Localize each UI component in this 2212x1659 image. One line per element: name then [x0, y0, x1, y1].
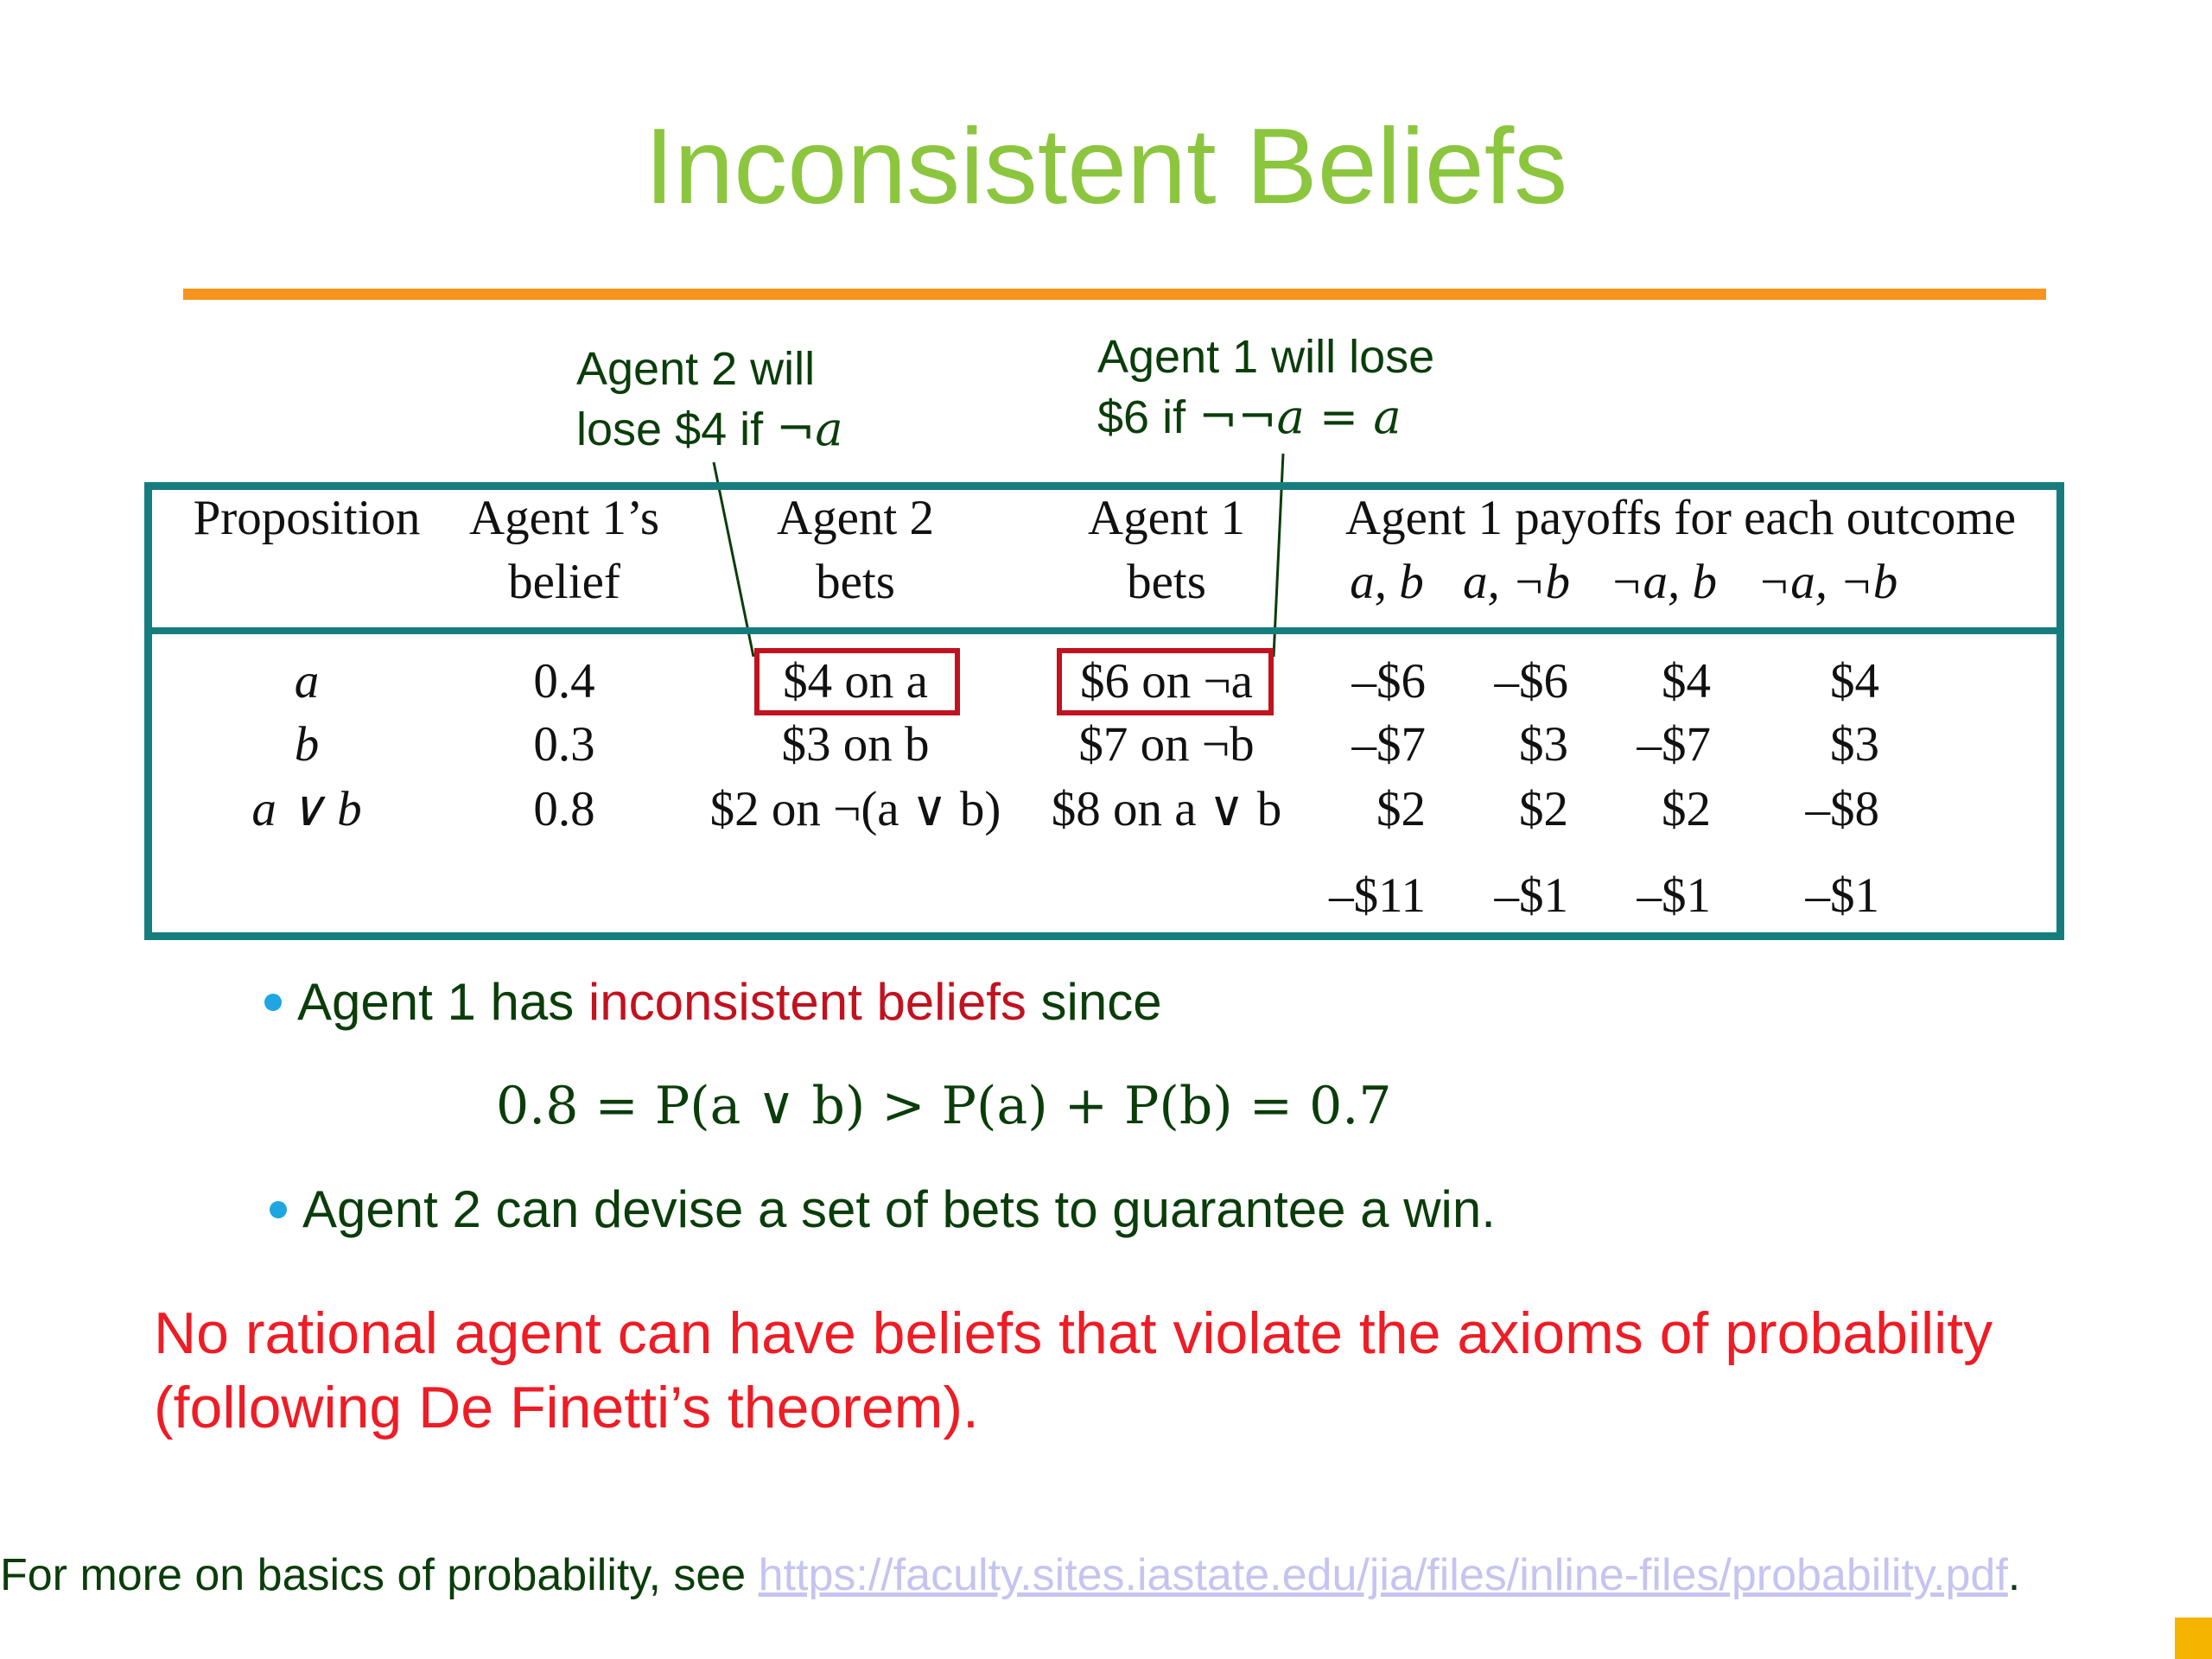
conclusion-line1: No rational agent can have beliefs that …	[154, 1300, 1993, 1366]
header-agent2-line2: bets	[816, 555, 895, 609]
callout-agent1-line2: $6 if ¬¬a = a	[1097, 387, 1434, 448]
total-payoff-2: –$1	[1494, 868, 1569, 923]
row1-payoff-1: –$6	[1351, 654, 1427, 709]
bullet2-text: Agent 2 can devise a set of bets to guar…	[302, 1180, 1496, 1238]
row3-proposition: a ∨ b	[251, 782, 362, 836]
callout-agent1-math: ¬¬a	[1198, 390, 1305, 444]
row3-payoff-1: $2	[1376, 782, 1426, 836]
header-belief: Agent 1’s belief	[449, 486, 679, 614]
highlight-agent1-bet	[1057, 648, 1274, 715]
row3-payoff-4: –$8	[1805, 782, 1880, 836]
callout-agent2: Agent 2 will lose $4 if ¬a	[576, 339, 843, 460]
bullet-inconsistent: Agent 1 has inconsistent beliefs since	[264, 976, 1162, 1028]
bullet-dot	[270, 1201, 287, 1219]
callout-agent2-text: lose $4 if	[576, 404, 777, 455]
row2-payoff-2: $3	[1519, 717, 1568, 772]
bets-table	[144, 482, 2064, 940]
footer-prefix: For more on basics of probability, see	[0, 1550, 759, 1600]
callout-agent1-text: $6 if	[1097, 391, 1199, 443]
header-belief-line2: belief	[508, 555, 620, 609]
footer-reference: For more on basics of probability, see h…	[0, 1549, 2020, 1601]
header-outcome-4: ¬a, ¬b	[1757, 555, 1898, 609]
header-outcome-2: a, ¬b	[1463, 555, 1570, 609]
slide-title: Inconsistent Beliefs	[644, 107, 1568, 226]
bullet-dot	[264, 994, 282, 1012]
bullet-guarantee: Agent 2 can devise a set of bets to guar…	[270, 1184, 1496, 1236]
header-agent1-bets: Agent 1 bets	[1037, 486, 1296, 614]
header-agent1-line2: bets	[1127, 555, 1206, 609]
row2-proposition: b	[294, 717, 320, 772]
row2-payoff-3: –$7	[1637, 717, 1712, 772]
row3-belief: 0.8	[533, 782, 595, 836]
callout-agent2-line1: Agent 2 will	[576, 343, 816, 395]
bullet1-prefix: Agent 1 has	[297, 973, 588, 1031]
row1-proposition: a	[294, 654, 320, 709]
row1-payoff-3: $4	[1662, 654, 1711, 709]
header-outcome-1: a, b	[1350, 555, 1424, 609]
conclusion-line2: (following De Finetti’s theorem).	[154, 1375, 979, 1440]
row3-payoff-3: $2	[1662, 782, 1711, 836]
row2-agent2-bet: $3 on b	[781, 717, 930, 772]
conclusion-text: No rational agent can have beliefs that …	[154, 1296, 2098, 1445]
callout-agent2-math: ¬a	[776, 402, 843, 456]
row3-agent1-bet: $8 on a ∨ b	[1051, 782, 1282, 836]
row2-payoff-4: $3	[1830, 717, 1879, 772]
header-payoffs: Agent 1 payoffs for each outcome	[1344, 491, 2017, 545]
total-payoff-3: –$1	[1637, 868, 1712, 923]
row1-payoff-4: $4	[1830, 654, 1879, 709]
header-agent2-line1: Agent 2	[776, 491, 935, 545]
belief-inequality-formula: 0.8 = P(a ∨ b) > P(a) + P(b) = 0.7	[496, 1076, 1392, 1136]
callout-agent1: Agent 1 will lose $6 if ¬¬a = a	[1097, 327, 1434, 448]
leader-line-agent2	[712, 461, 755, 658]
row1-agent2-bet: $4 on a	[783, 654, 928, 709]
corner-mark	[2175, 1618, 2212, 1659]
row1-payoff-2: –$6	[1494, 654, 1569, 709]
footer-suffix: .	[2007, 1550, 2021, 1600]
callout-agent1-line1: Agent 1 will lose	[1097, 331, 1435, 383]
total-payoff-1: –$11	[1329, 868, 1426, 923]
row2-payoff-1: –$7	[1351, 717, 1427, 772]
row3-agent2-bet: $2 on ¬(a ∨ b)	[709, 782, 1001, 836]
header-belief-line1: Agent 1’s	[468, 491, 660, 545]
probability-pdf-link[interactable]: https://faculty.sites.iastate.edu/jia/fi…	[758, 1550, 2008, 1600]
table-header-separator	[144, 627, 2064, 634]
bullet1-emphasis: inconsistent beliefs	[588, 973, 1027, 1031]
total-payoff-4: –$1	[1805, 868, 1880, 923]
header-agent2-bets: Agent 2 bets	[726, 486, 985, 614]
row2-agent1-bet: $7 on ¬b	[1078, 717, 1255, 772]
bullet1-suffix: since	[1026, 973, 1162, 1031]
row2-belief: 0.3	[533, 717, 595, 772]
callout-agent1-math2: a	[1373, 390, 1402, 444]
header-outcome-3: ¬a, b	[1610, 555, 1717, 609]
row1-belief: 0.4	[533, 654, 595, 709]
callout-agent1-eq: =	[1304, 390, 1374, 444]
row1-agent1-bet: $6 on ¬a	[1080, 654, 1253, 709]
header-agent1-line1: Agent 1	[1087, 491, 1246, 545]
callout-agent2-line2: lose $4 if ¬a	[576, 399, 843, 460]
highlight-agent2-bet	[754, 648, 960, 715]
header-proposition: Proposition	[193, 491, 421, 545]
row3-payoff-2: $2	[1519, 782, 1568, 836]
title-underline	[183, 289, 2046, 300]
